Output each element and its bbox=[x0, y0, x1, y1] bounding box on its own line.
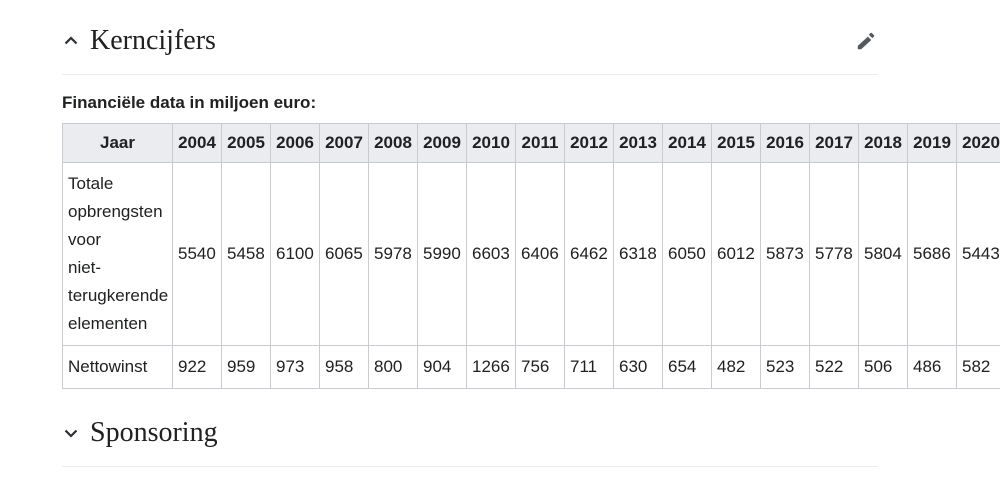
table-cell-value: 6100 bbox=[270, 162, 320, 346]
table-cell-value: 630 bbox=[613, 345, 663, 389]
table-cell-value: 5990 bbox=[417, 162, 467, 346]
table-cell-value: 800 bbox=[368, 345, 418, 389]
section-title-kerncijfers: Kerncijfers bbox=[90, 25, 216, 56]
chevron-down-icon bbox=[62, 424, 80, 442]
table-cell-value: 5778 bbox=[809, 162, 859, 346]
table-cell-value: 6065 bbox=[319, 162, 369, 346]
column-header-year: 2011 bbox=[515, 123, 565, 163]
table-header-row: Jaar 2004 2005 2006 2007 2008 2009 2010 2011 2012… bbox=[62, 123, 1000, 163]
chevron-up-icon bbox=[62, 32, 80, 50]
column-header-year: 2017 bbox=[809, 123, 859, 163]
financial-data-table: Jaar 2004 2005 2006 2007 2008 2009 2010 2011 2012… bbox=[62, 123, 1000, 389]
column-header-year: 2005 bbox=[221, 123, 271, 163]
table-cell-value: 5458 bbox=[221, 162, 271, 346]
table-row: Nettowinst 922 959 973 958 800 904 1266 756 711 63… bbox=[62, 345, 1000, 389]
column-header-year: 2008 bbox=[368, 123, 418, 163]
table-cell-value: 922 bbox=[172, 345, 222, 389]
row-label: Nettowinst bbox=[62, 345, 173, 389]
table-cell-value: 482 bbox=[711, 345, 761, 389]
table-cell-value: 6012 bbox=[711, 162, 761, 346]
column-header-year: 2006 bbox=[270, 123, 320, 163]
table-cell-value: 756 bbox=[515, 345, 565, 389]
section-title-sponsoring: Sponsoring bbox=[90, 417, 218, 448]
table-cell-value: 6318 bbox=[613, 162, 663, 346]
table-cell-value: 6462 bbox=[564, 162, 614, 346]
column-header-year: 2016 bbox=[760, 123, 810, 163]
table-cell-value: 959 bbox=[221, 345, 271, 389]
table-cell-value: 6406 bbox=[515, 162, 565, 346]
table-cell-value: 486 bbox=[907, 345, 957, 389]
column-header-year: 2018 bbox=[858, 123, 908, 163]
row-label: Totale opbrengsten voor niet- terugkeren… bbox=[62, 162, 173, 346]
table-cell-value: 904 bbox=[417, 345, 467, 389]
table-caption: Financiële data in miljoen euro: bbox=[62, 93, 317, 112]
column-header-year: 2014 bbox=[662, 123, 712, 163]
table-cell-value: 711 bbox=[564, 345, 614, 389]
table-cell-value: 5873 bbox=[760, 162, 810, 346]
table-cell-value: 582 bbox=[956, 345, 1000, 389]
table-cell-value: 654 bbox=[662, 345, 712, 389]
table-cell-value: 5540 bbox=[172, 162, 222, 346]
article-page: Kerncijfers Financiële data in miljoen e… bbox=[0, 24, 1000, 486]
section-header-sponsoring[interactable]: Sponsoring bbox=[62, 416, 878, 467]
table-cell-value: 973 bbox=[270, 345, 320, 389]
section-sponsoring: Sponsoring bbox=[62, 416, 1000, 467]
table-cell-value: 522 bbox=[809, 345, 859, 389]
table-cell-value: 5804 bbox=[858, 162, 908, 346]
section-kerncijfers: Kerncijfers Financiële data in miljoen e… bbox=[62, 24, 1000, 389]
table-cell-value: 5978 bbox=[368, 162, 418, 346]
column-header-year: 2009 bbox=[417, 123, 467, 163]
column-header-year: 2010 bbox=[466, 123, 516, 163]
column-header-year: 2015 bbox=[711, 123, 761, 163]
table-scroll-container[interactable]: Jaar 2004 2005 2006 2007 2008 2009 2010 2011 2012… bbox=[62, 123, 1000, 389]
table-cell-value: 1266 bbox=[466, 345, 516, 389]
edit-section-pencil-icon[interactable] bbox=[854, 29, 878, 53]
table-cell-value: 5443 bbox=[956, 162, 1000, 346]
column-header-year: 2013 bbox=[613, 123, 663, 163]
section-heading-left: Sponsoring bbox=[62, 416, 218, 450]
bottom-spacer bbox=[62, 467, 1000, 486]
column-header-year: 2019 bbox=[907, 123, 957, 163]
table-cell-value: 6050 bbox=[662, 162, 712, 346]
column-header-year: 2004 bbox=[172, 123, 222, 163]
column-header-jaar: Jaar bbox=[62, 123, 173, 163]
section-header-kerncijfers[interactable]: Kerncijfers bbox=[62, 24, 878, 75]
table-cell-value: 6603 bbox=[466, 162, 516, 346]
column-header-year: 2007 bbox=[319, 123, 369, 163]
table-cell-value: 506 bbox=[858, 345, 908, 389]
section-heading-left: Kerncijfers bbox=[62, 24, 216, 58]
section-body-kerncijfers: Financiële data in miljoen euro: Jaar 200… bbox=[62, 93, 1000, 389]
table-cell-value: 5686 bbox=[907, 162, 957, 346]
table-row: Totale opbrengsten voor niet- terugkeren… bbox=[62, 162, 1000, 346]
table-cell-value: 523 bbox=[760, 345, 810, 389]
column-header-year: 2020 bbox=[956, 123, 1000, 163]
table-cell-value: 958 bbox=[319, 345, 369, 389]
column-header-year: 2012 bbox=[564, 123, 614, 163]
